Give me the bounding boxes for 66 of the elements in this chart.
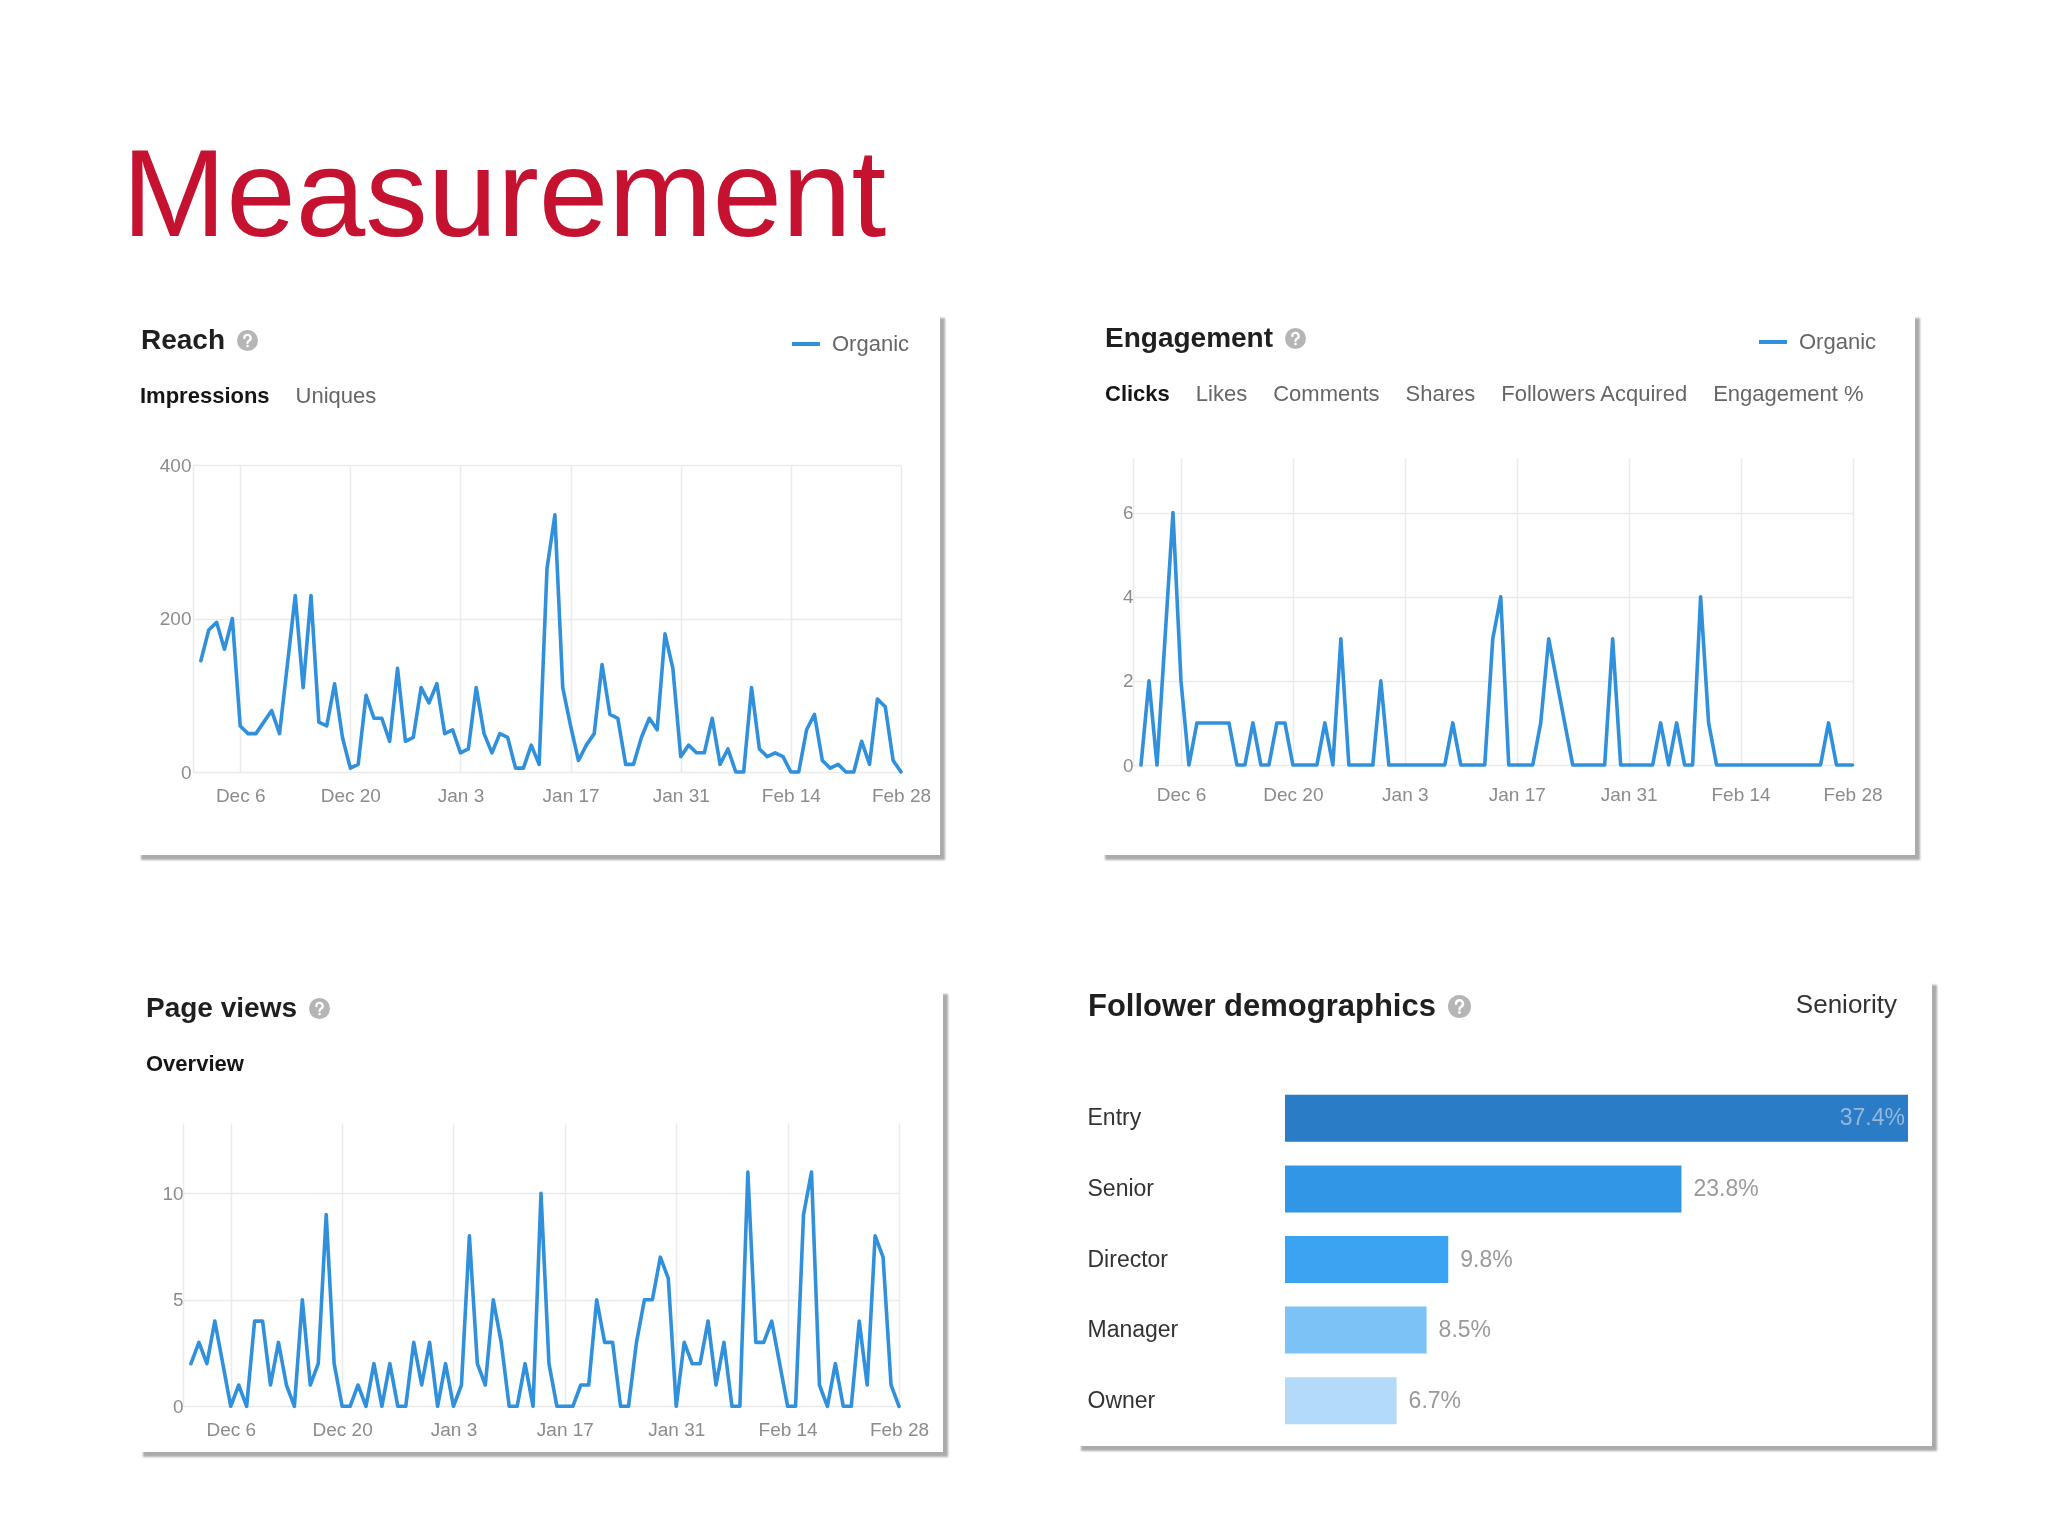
- y-tick-label: 5: [172, 1289, 184, 1311]
- x-tick-label: Jan 3: [430, 1419, 478, 1441]
- line-series: [189, 1170, 901, 1409]
- x-tick-label: Jan 17: [1488, 783, 1546, 805]
- chart-subtitle: Seniority: [1795, 988, 1897, 1021]
- data-label: 8.5%: [1438, 1316, 1492, 1343]
- data-label: 6.7%: [1408, 1386, 1462, 1413]
- x-tick-label: Feb 28: [1823, 783, 1883, 805]
- x-tick-label: Jan 3: [1382, 783, 1429, 805]
- x-tick-label: Jan 17: [542, 784, 600, 806]
- legend-label: Organic: [1799, 329, 1877, 354]
- data-label: 23.8%: [1693, 1175, 1759, 1202]
- chart-title: Page views: [146, 992, 297, 1024]
- y-tick-label: 0: [1122, 754, 1134, 776]
- x-tick-label: Dec 20: [1263, 783, 1324, 805]
- y-tick-label: Director: [1087, 1245, 1169, 1272]
- bar: [1285, 1094, 1908, 1142]
- chart-title: Follower demographics: [1088, 988, 1436, 1024]
- chart-title: Engagement: [1105, 322, 1274, 354]
- bar: [1285, 1165, 1682, 1213]
- y-tick-label: 10: [162, 1183, 184, 1205]
- x-tick-label: Jan 3: [437, 784, 485, 806]
- text: Shares: [1405, 381, 1476, 407]
- y-tick-label: 4: [1122, 586, 1134, 608]
- x-tick-label: Feb 14: [761, 784, 822, 806]
- x-tick-label: Jan 31: [1600, 783, 1658, 805]
- x-tick-label: Dec 6: [215, 784, 266, 806]
- bar: [1285, 1236, 1449, 1284]
- x-tick-label: Dec 20: [312, 1419, 373, 1441]
- text: Engagement %: [1713, 381, 1864, 407]
- y-tick-label: Manager: [1087, 1316, 1179, 1343]
- y-tick-label: 400: [159, 454, 192, 476]
- x-tick-label: Feb 14: [758, 1419, 818, 1441]
- text: Likes: [1195, 381, 1248, 407]
- text: Impressions: [140, 383, 270, 409]
- y-tick-label: Entry: [1087, 1104, 1142, 1131]
- y-tick-label: 2: [1122, 670, 1134, 692]
- y-tick-label: 200: [159, 608, 192, 629]
- bar: [1285, 1377, 1397, 1425]
- text: Overview: [146, 1051, 244, 1077]
- y-tick-label: 6: [1122, 502, 1134, 524]
- y-tick-label: 0: [172, 1396, 184, 1418]
- line-series: [199, 513, 903, 774]
- bar: [1285, 1306, 1427, 1354]
- x-tick-label: Dec 6: [1156, 783, 1207, 805]
- x-tick-label: Dec 6: [206, 1419, 257, 1441]
- x-tick-label: Jan 31: [652, 784, 710, 806]
- line-series: [1139, 510, 1855, 767]
- chart-title: Reach: [141, 324, 226, 356]
- text: Comments: [1273, 381, 1380, 407]
- text: Uniques: [295, 383, 377, 409]
- data-label: 9.8%: [1460, 1245, 1513, 1272]
- x-tick-label: Feb 28: [869, 1419, 930, 1441]
- y-tick-label: 0: [180, 761, 192, 783]
- x-tick-label: Jan 31: [648, 1419, 706, 1441]
- x-tick-label: Feb 14: [1711, 783, 1772, 805]
- x-tick-label: Jan 17: [536, 1419, 594, 1441]
- y-tick-label: Owner: [1087, 1386, 1156, 1413]
- x-tick-label: Dec 20: [320, 784, 381, 806]
- text: Measurement: [122, 123, 887, 262]
- text: Followers Acquired: [1501, 381, 1688, 407]
- y-tick-label: Senior: [1087, 1175, 1155, 1202]
- legend-label: Organic: [832, 331, 910, 356]
- x-tick-label: Feb 28: [871, 784, 932, 806]
- text: Clicks: [1105, 381, 1170, 407]
- data-label: 37.4%: [1839, 1104, 1905, 1131]
